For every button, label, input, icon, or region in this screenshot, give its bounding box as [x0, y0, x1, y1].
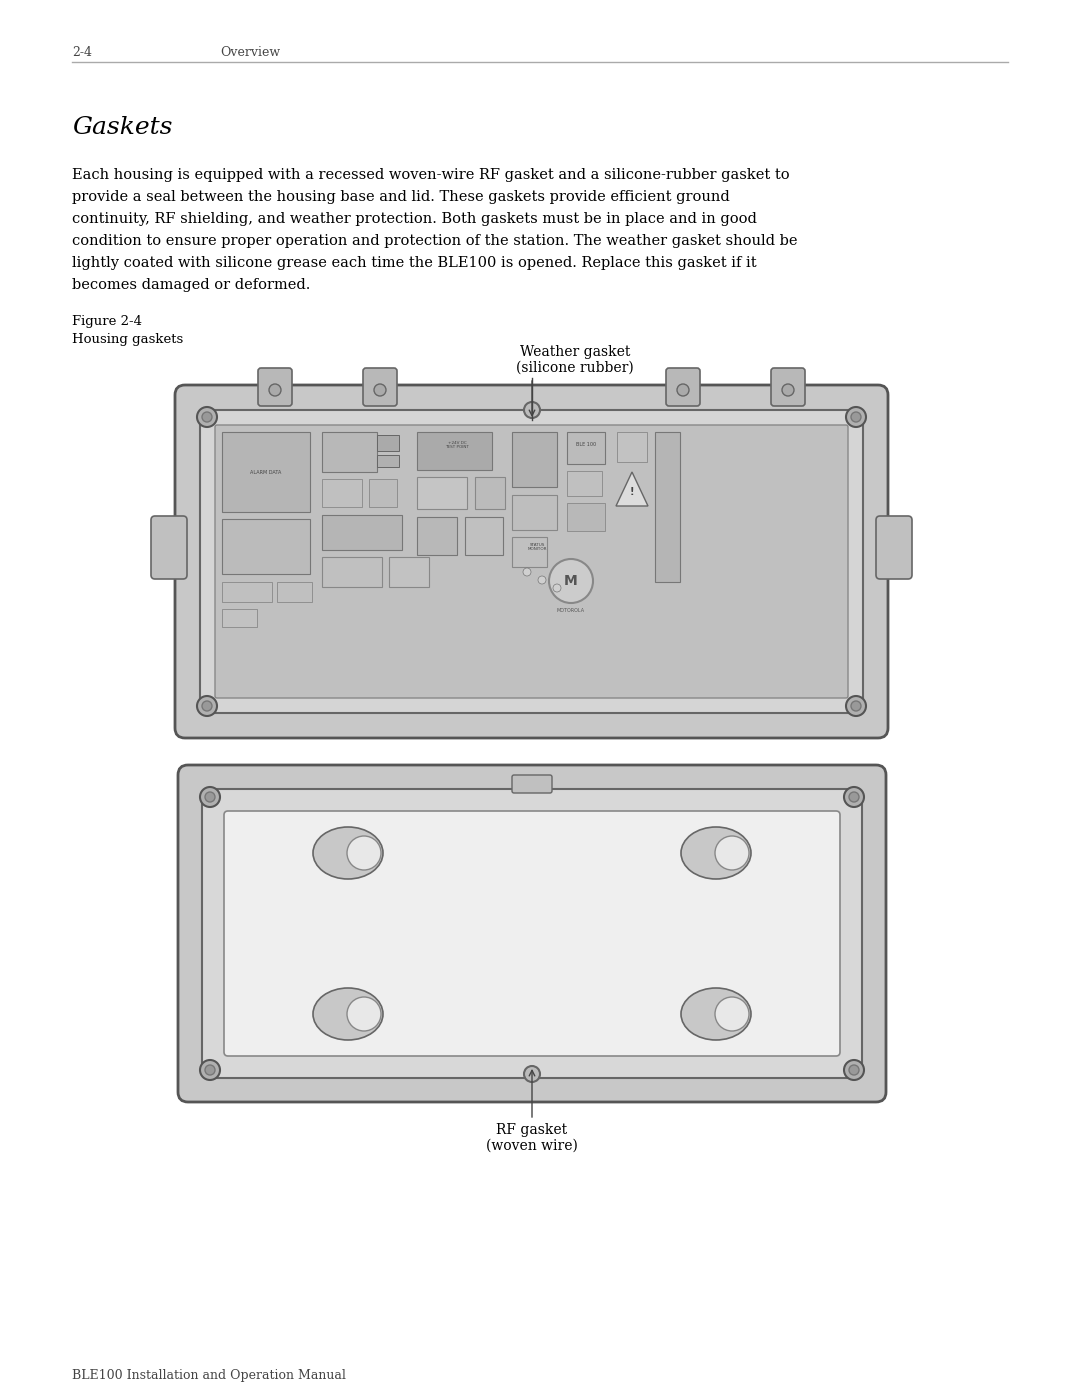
- FancyBboxPatch shape: [202, 789, 862, 1078]
- Text: !: !: [630, 488, 634, 497]
- FancyBboxPatch shape: [151, 515, 187, 578]
- Circle shape: [200, 787, 220, 807]
- Bar: [222, 583, 272, 602]
- Text: lightly coated with silicone grease each time the BLE100 is opened. Replace this: lightly coated with silicone grease each…: [72, 256, 757, 270]
- Ellipse shape: [681, 827, 751, 879]
- Circle shape: [846, 696, 866, 717]
- Bar: [222, 432, 310, 511]
- Text: becomes damaged or deformed.: becomes damaged or deformed.: [72, 278, 310, 292]
- Circle shape: [851, 701, 861, 711]
- Circle shape: [374, 384, 386, 395]
- FancyBboxPatch shape: [178, 766, 886, 1102]
- FancyBboxPatch shape: [666, 367, 700, 407]
- Text: condition to ensure proper operation and protection of the station. The weather : condition to ensure proper operation and…: [72, 235, 797, 249]
- FancyBboxPatch shape: [215, 425, 848, 698]
- Circle shape: [197, 696, 217, 717]
- Bar: [567, 503, 605, 531]
- Circle shape: [197, 407, 217, 427]
- Circle shape: [553, 584, 561, 592]
- Polygon shape: [616, 472, 648, 506]
- Circle shape: [524, 1066, 540, 1083]
- Bar: [617, 432, 647, 462]
- FancyBboxPatch shape: [258, 367, 292, 407]
- Bar: [417, 476, 467, 509]
- Text: BLE100 Installation and Operation Manual: BLE100 Installation and Operation Manual: [72, 1369, 346, 1382]
- FancyBboxPatch shape: [771, 367, 805, 407]
- Text: Housing gaskets: Housing gaskets: [72, 332, 184, 346]
- Text: Overview: Overview: [220, 46, 280, 59]
- Circle shape: [524, 402, 540, 418]
- Circle shape: [843, 787, 864, 807]
- Circle shape: [849, 792, 859, 802]
- Text: provide a seal between the housing base and lid. These gaskets provide efficient: provide a seal between the housing base …: [72, 190, 730, 204]
- Bar: [322, 515, 402, 550]
- Text: 2-4: 2-4: [72, 46, 92, 59]
- Bar: [222, 609, 257, 627]
- Circle shape: [538, 576, 546, 584]
- Circle shape: [782, 384, 794, 395]
- Circle shape: [205, 792, 215, 802]
- Bar: [322, 479, 362, 507]
- Text: STATUS
MONITOR: STATUS MONITOR: [527, 542, 546, 552]
- Circle shape: [523, 569, 531, 576]
- Text: Figure 2-4: Figure 2-4: [72, 314, 141, 328]
- Circle shape: [549, 559, 593, 604]
- Circle shape: [205, 1065, 215, 1076]
- Circle shape: [200, 1060, 220, 1080]
- Text: +24V DC
TEST POINT: +24V DC TEST POINT: [445, 440, 469, 450]
- Circle shape: [849, 1065, 859, 1076]
- Bar: [465, 517, 503, 555]
- FancyBboxPatch shape: [240, 766, 270, 799]
- Bar: [369, 479, 397, 507]
- Bar: [389, 557, 429, 587]
- Bar: [475, 476, 505, 509]
- Bar: [377, 434, 399, 451]
- FancyBboxPatch shape: [363, 367, 397, 407]
- Bar: [417, 517, 457, 555]
- Circle shape: [202, 412, 212, 422]
- Circle shape: [202, 701, 212, 711]
- Bar: [512, 432, 557, 488]
- Bar: [222, 520, 310, 574]
- Circle shape: [843, 1060, 864, 1080]
- Text: Gaskets: Gaskets: [72, 116, 173, 140]
- Text: Weather gasket
(silicone rubber): Weather gasket (silicone rubber): [516, 345, 634, 376]
- Bar: [567, 471, 602, 496]
- Ellipse shape: [681, 988, 751, 1039]
- FancyBboxPatch shape: [501, 766, 531, 799]
- Bar: [322, 557, 382, 587]
- Text: RF gasket
(woven wire): RF gasket (woven wire): [486, 1123, 578, 1153]
- Bar: [377, 455, 399, 467]
- FancyBboxPatch shape: [512, 775, 552, 793]
- Text: MOTOROLA: MOTOROLA: [557, 609, 585, 613]
- Ellipse shape: [313, 827, 383, 879]
- Circle shape: [269, 384, 281, 395]
- Bar: [567, 432, 605, 464]
- Circle shape: [347, 997, 381, 1031]
- Bar: [512, 495, 557, 529]
- Text: ALARM DATA: ALARM DATA: [251, 469, 282, 475]
- Circle shape: [851, 412, 861, 422]
- Circle shape: [347, 835, 381, 870]
- Circle shape: [715, 835, 750, 870]
- Bar: [276, 583, 312, 602]
- Circle shape: [846, 407, 866, 427]
- Bar: [417, 432, 492, 469]
- Text: M: M: [564, 574, 578, 588]
- FancyBboxPatch shape: [876, 515, 912, 578]
- Bar: [654, 432, 680, 583]
- Text: BLE 100: BLE 100: [576, 443, 596, 447]
- FancyBboxPatch shape: [793, 766, 823, 799]
- Circle shape: [677, 384, 689, 395]
- Ellipse shape: [313, 988, 383, 1039]
- FancyBboxPatch shape: [200, 409, 863, 712]
- Text: continuity, RF shielding, and weather protection. Both gaskets must be in place : continuity, RF shielding, and weather pr…: [72, 212, 757, 226]
- FancyBboxPatch shape: [224, 812, 840, 1056]
- Bar: [512, 536, 546, 567]
- Bar: [322, 432, 377, 472]
- Text: Each housing is equipped with a recessed woven-wire RF gasket and a silicone-rub: Each housing is equipped with a recessed…: [72, 168, 789, 182]
- Circle shape: [715, 997, 750, 1031]
- FancyBboxPatch shape: [175, 386, 888, 738]
